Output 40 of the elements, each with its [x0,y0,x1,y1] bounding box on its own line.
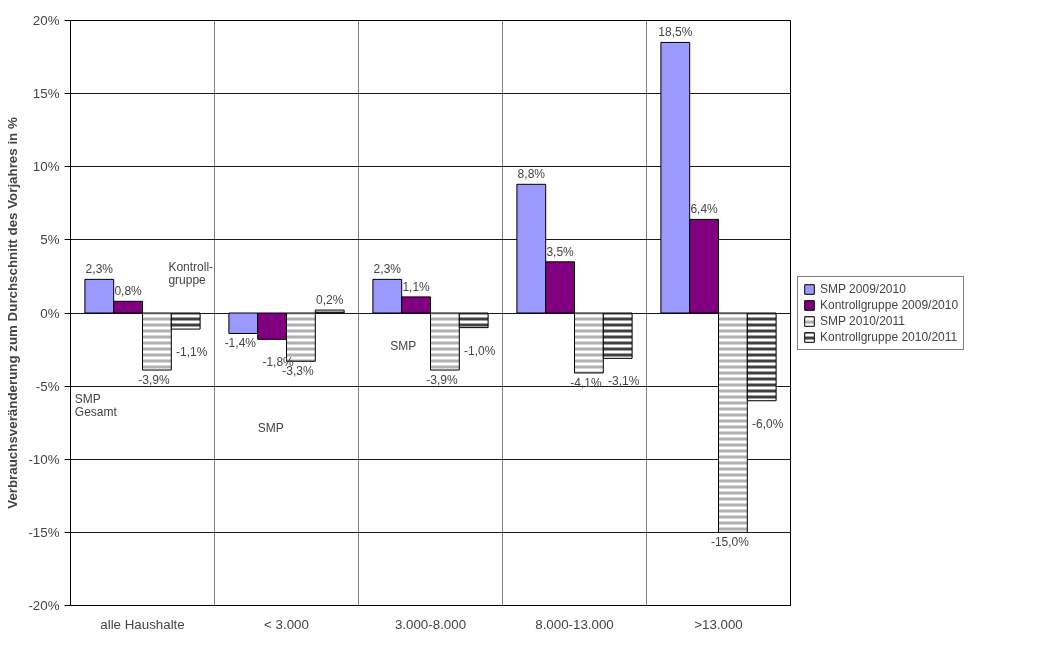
data-label: -3,1% [608,374,640,389]
data-label: 2,3% [85,262,114,277]
y-tick-label: 15% [32,86,60,102]
data-label: 8,8% [517,167,546,182]
y-tick-label: 5% [40,232,60,248]
data-label: -1,4% [224,336,257,351]
x-tick-label: < 3.000 [264,616,309,632]
x-tick-label: alle Haushalte [100,616,185,632]
data-label: -15,0% [710,535,750,550]
data-label: -1,1% [176,345,208,360]
data-label: -6,0% [752,416,784,431]
data-label: 1,1% [402,279,431,294]
data-label: 2,3% [373,262,402,277]
y-tick-label: 20% [32,13,60,28]
x-tick-label: 8.000-13.000 [535,616,614,632]
legend-label: SMP 2010/2011 [820,313,905,328]
x-tick-label: >13.000 [694,616,743,632]
legend-label: Kontrollgruppe 2010/2011 [820,329,958,344]
annotation: SMP [257,421,284,436]
y-tick-label: 10% [32,159,60,175]
y-tick-label: -10% [28,451,60,467]
legend-label: Kontrollgruppe 2009/2010 [820,297,959,312]
legend-label: SMP 2009/2010 [820,281,906,296]
y-tick-label: 0% [40,305,60,321]
data-label: 6,4% [690,202,719,217]
data-label: 0,8% [114,284,143,299]
data-label: 0,2% [316,293,344,308]
data-label: -3,9% [138,373,170,388]
annotation: SMP [390,339,417,354]
x-tick-label: 3.000-8.000 [394,616,467,632]
annotation: Kontroll- gruppe [168,260,214,288]
data-label: 3,5% [546,244,575,259]
y-tick-label: -5% [35,378,60,394]
annotation: SMP Gesamt [74,391,118,419]
y-axis-title: Verbrauchsveränderung zum Durchschnitt des Vorjahres in % [5,117,21,509]
data-label: 18,5% [658,25,693,40]
y-tick-label: -20% [28,598,60,613]
data-label: -3,9% [426,373,458,388]
y-tick-label: -15% [28,524,60,540]
data-label: -1,0% [464,343,496,358]
